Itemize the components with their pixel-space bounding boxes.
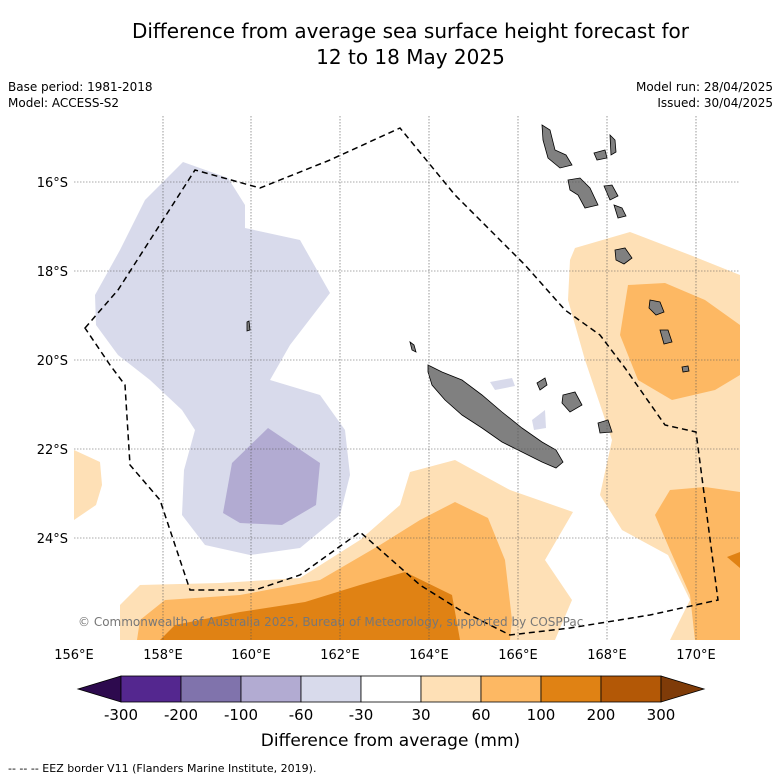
eez-border (84, 127, 719, 636)
colorbar-ticks: -300 -200 -100 -60 -30 30 60 100 200 300 (104, 706, 675, 724)
colorbar-tick-label: 60 (471, 706, 490, 724)
model-name: Model: ACCESS-S2 (8, 96, 120, 110)
loyalty-island (648, 299, 665, 316)
anomaly-region-positive-south-dark (160, 572, 460, 640)
anomaly-region-positive-southeast-medium (655, 487, 740, 640)
island (536, 377, 548, 391)
lon-label: 168°E (587, 648, 627, 663)
lat-label: 20°S (37, 354, 68, 369)
colorbar-segment (480, 675, 542, 703)
island (561, 391, 583, 413)
colorbar-segment (300, 675, 362, 703)
lon-label: 170°E (676, 648, 716, 663)
anomaly-blob-small (490, 378, 546, 430)
lon-label: 162°E (320, 648, 360, 663)
vanuatu-island (609, 133, 617, 156)
lon-label: 156°E (54, 648, 94, 663)
colorbar-segment (120, 675, 182, 703)
lat-label: 22°S (37, 443, 68, 458)
grid-lines (74, 116, 740, 640)
meta-right: Model run: 28/04/2025 Issued: 30/04/2025 (636, 79, 773, 111)
island (246, 320, 251, 332)
anomaly-region-positive-edge (74, 450, 102, 520)
colorbar-segment (180, 675, 242, 703)
anomaly-region-positive-east-medium (620, 283, 740, 400)
colorbar-tick-label: 200 (587, 706, 616, 724)
vanuatu-island (603, 184, 619, 201)
lat-label: 16°S (37, 176, 68, 191)
colorbar-tick-label: -30 (349, 706, 374, 724)
eez-footnote: -- -- -- EEZ border V11 (Flanders Marine… (8, 762, 317, 775)
lon-axis-labels: 156°E 158°E 160°E 162°E 164°E 166°E 168°… (54, 648, 716, 663)
colorbar-segment (540, 675, 602, 703)
colorbar-segment (240, 675, 302, 703)
vanuatu-island (541, 124, 573, 169)
title-line-2: 12 to 18 May 2025 (316, 45, 505, 69)
colorbar-segment (76, 675, 122, 703)
colorbar (76, 675, 706, 703)
meta-left: Base period: 1981-2018 Model: ACCESS-S2 (8, 79, 153, 111)
island (409, 341, 417, 353)
colorbar-tick-label: -60 (289, 706, 314, 724)
vanuatu-island (567, 177, 599, 209)
lon-label: 166°E (498, 648, 538, 663)
lat-label: 24°S (37, 532, 68, 547)
vanuatu-island (593, 149, 608, 161)
colorbar-tick-label: 300 (647, 706, 676, 724)
model-run: Model run: 28/04/2025 (635, 80, 773, 94)
title-line-1: Difference from average sea surface heig… (131, 19, 690, 43)
colorbar-segment (600, 675, 662, 703)
colorbar-segment (660, 675, 706, 703)
lon-label: 160°E (231, 648, 271, 663)
issued-date: Issued: 30/04/2025 (657, 96, 773, 110)
island (597, 419, 613, 434)
colorbar-segment (360, 675, 422, 703)
anomaly-region-negative-medium (223, 428, 320, 525)
chart-title: Difference from average sea surface heig… (0, 18, 781, 70)
base-period: Base period: 1981-2018 (8, 80, 153, 94)
colorbar-tick-label: -300 (104, 706, 138, 724)
lat-axis-labels: 16°S 18°S 20°S 22°S 24°S (37, 176, 68, 547)
new-caledonia-island (427, 364, 564, 469)
colorbar-tick-label: 100 (527, 706, 556, 724)
vanuatu-island (613, 204, 627, 219)
colorbar-tick-label: 30 (411, 706, 430, 724)
map-area (74, 124, 740, 640)
loyalty-island (681, 365, 690, 373)
lon-label: 164°E (409, 648, 449, 663)
loyalty-island (659, 329, 673, 345)
colorbar-label: Difference from average (mm) (260, 731, 521, 751)
colorbar-segment (420, 675, 482, 703)
colorbar-tick-label: -200 (164, 706, 198, 724)
copyright-notice: © Commonwealth of Australia 2025, Bureau… (78, 615, 583, 629)
lat-label: 18°S (37, 265, 68, 280)
land-masses (246, 124, 690, 469)
vanuatu-island (614, 247, 633, 265)
anomaly-region-positive-southeast-dark (727, 552, 740, 568)
lon-label: 158°E (143, 648, 183, 663)
colorbar-tick-label: -100 (224, 706, 258, 724)
